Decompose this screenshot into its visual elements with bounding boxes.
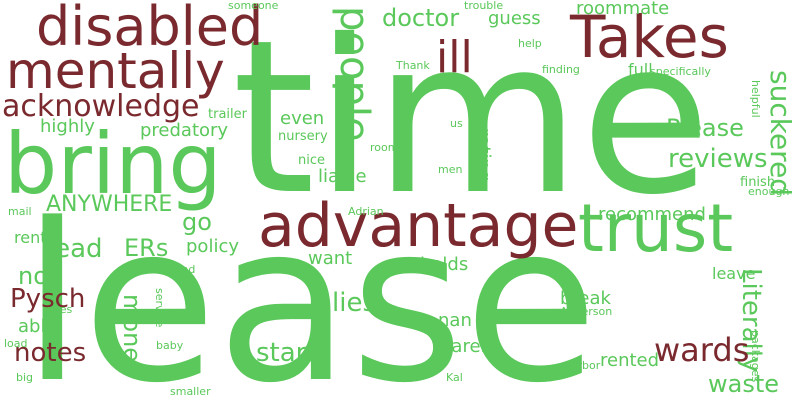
word-break: break [560, 288, 611, 309]
word-want: want [308, 248, 353, 269]
word-rent: rent [14, 228, 47, 247]
word-nan: nan [438, 310, 472, 331]
word-liable: liable [318, 166, 367, 187]
word-ill: ill [436, 32, 473, 83]
word-recommend: recommend [598, 204, 706, 225]
word-us: us [450, 117, 463, 130]
word-advantage: advantage [258, 191, 579, 261]
word-full: full [628, 60, 653, 79]
word-finish: finish [740, 175, 776, 190]
word-go: go [182, 208, 212, 236]
word-holds: holds [420, 254, 469, 275]
word-even: even [280, 108, 325, 129]
word-rating: rating [473, 128, 494, 182]
word-baby: baby [156, 339, 184, 352]
word-read: read [44, 234, 103, 264]
word-lease: lease [22, 178, 598, 400]
word-money: money [118, 294, 146, 377]
word-arbor: Arbor [570, 359, 601, 372]
word-pysch: Pysch [10, 284, 86, 314]
word-load: load [4, 337, 28, 350]
word-someone: someone [228, 0, 279, 12]
word-literally: Literally [736, 268, 766, 373]
word-room: room [370, 141, 399, 154]
word-non: non [18, 262, 64, 290]
word-able: able [18, 316, 57, 337]
word-mail: mail [8, 205, 32, 218]
word-ones: ones [46, 303, 73, 316]
word-smaller: smaller [170, 385, 211, 398]
word-big: big [16, 371, 34, 384]
word-doctor: doctor [382, 4, 460, 32]
word-leave: leave [712, 264, 756, 283]
word-packages: packages [749, 330, 762, 383]
word-roommate: roommate [576, 0, 670, 19]
word-finding: finding [542, 63, 580, 76]
word-reviews: reviews [668, 144, 768, 174]
word-people: people [331, 6, 377, 142]
word-guess: guess [488, 8, 541, 29]
word-star: star [256, 338, 307, 368]
word-takes: Takes [570, 3, 729, 71]
word-husband: husband [148, 263, 196, 276]
word-bring: bring [4, 115, 222, 213]
word-lies: lies [332, 288, 376, 318]
word-trouble: trouble [464, 0, 504, 12]
word-highly: highly [40, 116, 95, 137]
word-predatory: predatory [140, 120, 229, 141]
word-rented: rented [600, 350, 660, 371]
word-suckered: suckered [764, 70, 797, 197]
word-enough: enough [748, 185, 790, 198]
word-mentally: mentally [6, 42, 225, 100]
word-kal: Kal [446, 371, 463, 384]
word-notes: notes [14, 338, 87, 368]
word-anywhere: ANYWHERE [46, 192, 173, 217]
word-waste: waste [708, 370, 780, 398]
word-disabled: disabled [36, 0, 264, 58]
word-service: service [153, 288, 166, 328]
word-ers: ERs [124, 234, 169, 262]
word-trailer: trailer [208, 107, 247, 122]
word-trust: trust [578, 190, 734, 267]
word-anderson: Anderson [560, 305, 613, 318]
word-nice: nice [298, 153, 325, 168]
word-nursery: nursery [278, 129, 328, 144]
word-time: time [232, 0, 711, 241]
word-thank: Thank [396, 59, 430, 72]
word-please: Please [666, 114, 744, 142]
word-men: men [438, 163, 463, 176]
word-helpful: helpful [749, 80, 762, 118]
word-adrian: Adrian [348, 205, 384, 218]
word-policy: policy [186, 236, 239, 257]
word-barely: barely [440, 336, 497, 357]
word-acknowledge: acknowledge [2, 89, 200, 124]
word-wards: wards [654, 331, 750, 369]
word-help: help [518, 37, 542, 50]
word-specifically: specifically [650, 65, 711, 78]
